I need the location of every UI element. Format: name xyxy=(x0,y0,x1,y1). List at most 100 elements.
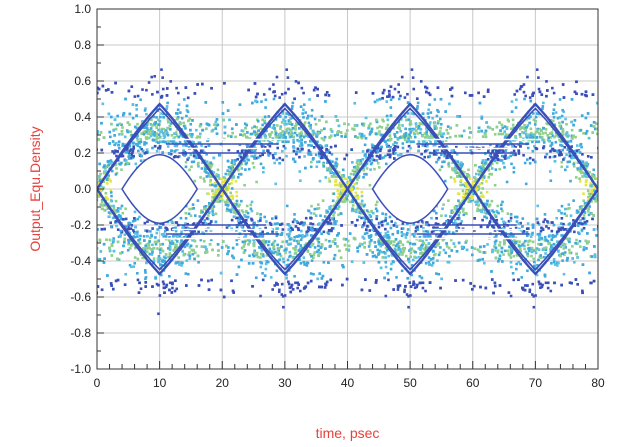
density-point xyxy=(192,206,195,210)
density-point xyxy=(174,229,178,233)
density-point xyxy=(178,234,182,238)
density-point xyxy=(272,124,276,127)
density-point xyxy=(568,152,572,155)
density-point xyxy=(465,189,469,193)
density-point xyxy=(563,253,566,257)
density-point xyxy=(533,123,537,126)
density-point xyxy=(413,135,417,139)
density-point xyxy=(513,93,517,96)
density-point xyxy=(369,235,373,238)
density-point xyxy=(108,178,112,182)
density-point xyxy=(348,176,352,180)
density-point xyxy=(58,238,61,241)
density-point xyxy=(524,239,527,243)
density-point xyxy=(67,120,70,123)
density-point xyxy=(94,188,97,191)
density-point xyxy=(487,204,491,208)
density-point xyxy=(387,278,390,282)
density-point xyxy=(63,148,66,151)
density-point xyxy=(268,249,272,253)
density-point xyxy=(363,232,367,236)
density-point xyxy=(303,155,306,158)
density-point xyxy=(119,217,123,221)
density-point xyxy=(528,246,532,250)
density-point xyxy=(611,203,614,206)
density-point xyxy=(83,162,86,165)
density-point xyxy=(416,101,420,105)
density-point xyxy=(450,149,453,152)
density-point xyxy=(552,108,556,112)
density-point xyxy=(385,249,389,252)
density-point xyxy=(536,264,539,267)
density-point xyxy=(457,214,461,217)
density-point xyxy=(435,272,438,275)
density-point xyxy=(544,281,548,285)
density-point xyxy=(566,227,569,231)
density-point xyxy=(264,98,268,102)
density-point xyxy=(145,243,149,246)
density-point xyxy=(259,127,263,131)
density-point xyxy=(62,146,65,149)
density-point xyxy=(118,122,122,126)
density-point xyxy=(320,232,323,236)
density-point xyxy=(439,122,443,126)
density-point xyxy=(192,150,196,154)
density-point xyxy=(208,166,212,170)
density-point xyxy=(331,199,335,203)
density-point xyxy=(299,179,302,182)
density-point xyxy=(509,219,513,222)
density-point xyxy=(259,294,262,298)
density-point xyxy=(509,294,513,298)
density-point xyxy=(143,109,147,112)
density-point xyxy=(53,236,56,239)
density-point xyxy=(211,195,214,199)
density-point xyxy=(277,290,281,294)
density-point xyxy=(158,248,162,252)
density-point xyxy=(578,239,582,243)
density-point xyxy=(485,190,489,194)
density-point xyxy=(481,218,484,222)
density-point xyxy=(406,149,409,153)
density-point xyxy=(92,197,95,200)
density-point xyxy=(185,133,189,137)
density-point xyxy=(63,231,66,234)
density-point xyxy=(196,199,200,202)
density-point xyxy=(205,175,209,178)
density-point xyxy=(481,187,485,190)
density-point xyxy=(52,176,55,179)
density-point xyxy=(120,204,124,208)
density-point xyxy=(85,250,88,253)
density-point xyxy=(149,118,153,121)
density-point xyxy=(376,161,380,165)
density-point xyxy=(300,86,304,90)
density-point xyxy=(85,203,88,206)
density-point xyxy=(553,135,556,139)
density-point xyxy=(519,135,522,139)
density-point xyxy=(460,164,464,168)
density-point xyxy=(566,238,570,242)
density-point xyxy=(109,162,112,165)
density-point xyxy=(409,251,413,255)
density-point xyxy=(64,242,67,245)
density-point xyxy=(392,143,395,146)
density-point xyxy=(386,118,390,122)
density-point xyxy=(351,198,355,202)
density-point xyxy=(441,238,445,242)
density-point xyxy=(562,222,565,226)
density-point xyxy=(415,129,418,132)
density-point xyxy=(144,271,147,274)
density-point xyxy=(537,76,540,79)
density-point xyxy=(100,207,104,211)
density-point xyxy=(550,262,553,265)
density-point xyxy=(358,161,362,165)
density-point xyxy=(309,222,312,225)
density-point xyxy=(83,237,86,240)
density-point xyxy=(231,195,235,199)
density-point xyxy=(393,122,397,126)
density-point xyxy=(541,228,545,231)
density-point xyxy=(36,76,39,79)
density-point xyxy=(534,251,538,255)
density-point xyxy=(456,167,459,171)
density-point xyxy=(155,132,159,135)
density-point xyxy=(86,210,89,213)
